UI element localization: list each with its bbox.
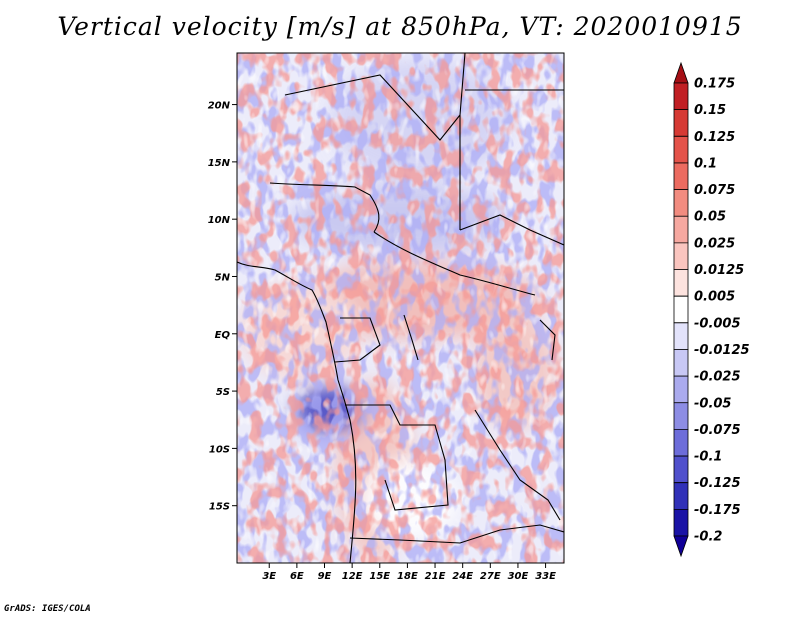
x-tick-label: 12E (342, 571, 363, 582)
colorbar-label: 0.025 (694, 236, 735, 251)
colorbar-label: -0.025 (694, 370, 741, 385)
y-tick-label: 5S (216, 387, 230, 398)
y-tick-label: 10N (208, 215, 231, 226)
colorbar-swatch (673, 109, 689, 137)
colorbar-swatch (673, 535, 689, 558)
y-axis: 20N 15N 10N 5N EQ 5S 10S 15S (208, 101, 237, 513)
colorbar-swatch (673, 349, 689, 377)
colorbar-label: 0.005 (694, 290, 735, 305)
colorbar-label: -0.0125 (694, 343, 750, 358)
x-tick-label: 3E (262, 571, 276, 582)
colorbar-swatch (673, 242, 689, 270)
x-tick-label: 15E (369, 571, 390, 582)
colorbar-swatch (673, 295, 689, 324)
colorbar-swatch (673, 215, 689, 244)
country-borders (237, 53, 564, 563)
x-tick-label: 27E (480, 571, 501, 582)
colorbar: 0.175 0.15 0.125 0.1 0.075 0.05 0.025 0.0125 0.0… (673, 61, 750, 558)
colorbar-label: -0.005 (694, 316, 741, 331)
x-tick-label: 21E (425, 571, 446, 582)
colorbar-swatch (673, 135, 689, 164)
x-tick-label: 9E (318, 571, 332, 582)
colorbar-swatch (673, 455, 689, 484)
colorbar-label: -0.125 (694, 476, 741, 491)
colorbar-label: 0.1 (694, 156, 717, 171)
y-tick-label: 10S (209, 444, 230, 455)
colorbar-swatch (673, 429, 689, 457)
colorbar-label: 0.05 (694, 210, 726, 225)
chart-title: Vertical velocity [m/s] at 850hPa, VT: 2… (57, 12, 743, 41)
grads-credit: GrADS: IGES/COLA (4, 604, 91, 614)
x-tick-label: 33E (535, 571, 556, 582)
x-tick-label: 18E (397, 571, 418, 582)
colorbar-label: 0.175 (694, 77, 735, 92)
colorbar-swatch (673, 375, 689, 404)
y-tick-label: 20N (208, 101, 231, 112)
colorbar-label: 0.075 (694, 183, 735, 198)
colorbar-swatch (673, 162, 689, 190)
colorbar-swatch (673, 82, 689, 111)
x-axis: 3E 6E 9E 12E 15E 18E 21E 24E 27E 30E 33E (262, 563, 556, 582)
colorbar-label: 0.15 (694, 103, 726, 118)
x-tick-label: 30E (508, 571, 529, 582)
x-tick-label: 6E (290, 571, 304, 582)
colorbar-swatch (673, 482, 689, 510)
colorbar-swatch (673, 508, 689, 537)
colorbar-swatch (673, 322, 689, 350)
velocity-field (237, 53, 564, 563)
colorbar-label: -0.2 (694, 530, 722, 545)
colorbar-swatch (673, 61, 689, 84)
colorbar-swatch (673, 269, 689, 297)
colorbar-label: -0.175 (694, 503, 741, 518)
colorbar-label: 0.125 (694, 130, 735, 145)
plot-frame (236, 52, 565, 564)
y-tick-label: 5N (215, 272, 231, 283)
colorbar-label: -0.075 (694, 423, 741, 438)
y-tick-label: 15N (208, 158, 231, 169)
y-tick-label: 15S (209, 502, 230, 513)
x-tick-label: 24E (452, 571, 473, 582)
colorbar-swatch (673, 402, 689, 430)
colorbar-label: -0.1 (694, 450, 722, 465)
y-tick-label: EQ (215, 330, 231, 341)
colorbar-label: -0.05 (694, 396, 731, 411)
colorbar-swatch (673, 189, 689, 217)
colorbar-label: 0.0125 (694, 263, 744, 278)
